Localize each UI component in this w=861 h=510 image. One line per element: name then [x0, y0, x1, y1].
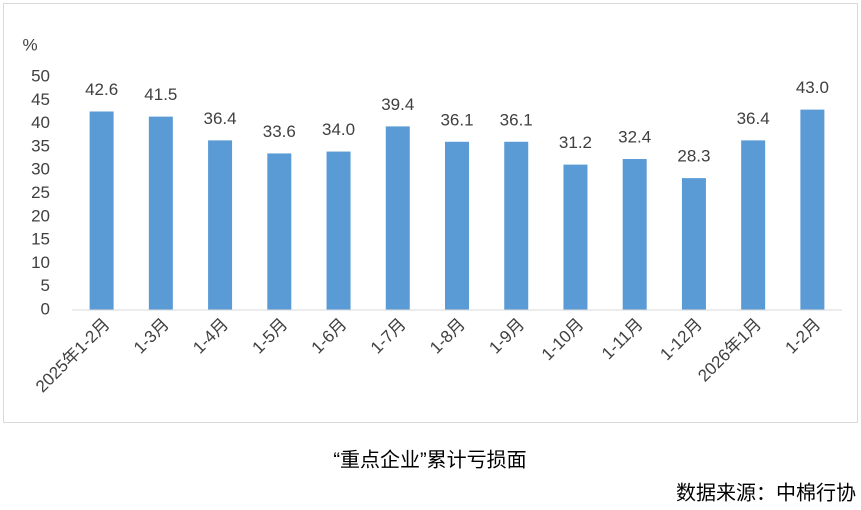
y-tick-label: 10	[31, 253, 50, 272]
bar	[326, 151, 351, 310]
data-label: 41.5	[144, 85, 177, 104]
bar	[622, 159, 647, 310]
data-label: 32.4	[618, 128, 651, 147]
data-label: 36.1	[440, 110, 473, 129]
data-label: 36.1	[500, 110, 533, 129]
bar	[208, 140, 233, 310]
y-tick-label: 45	[31, 90, 50, 109]
y-tick-label: 20	[31, 206, 50, 225]
y-tick-label: 5	[41, 276, 50, 295]
bar	[681, 178, 706, 310]
y-tick-label: 15	[31, 230, 50, 249]
chart-title: “重点企业”累计亏损面	[333, 448, 526, 471]
bar	[563, 164, 588, 310]
data-label: 33.6	[263, 122, 296, 141]
data-label: 42.6	[85, 80, 118, 99]
y-tick-label: 35	[31, 136, 50, 155]
bar	[445, 141, 469, 310]
y-tick-label: 0	[41, 299, 50, 318]
data-label: 31.2	[559, 133, 592, 152]
data-label: 36.4	[204, 109, 237, 128]
source-note: 数据来源：中棉行协	[676, 481, 856, 504]
y-tick-label: 25	[31, 183, 50, 202]
y-tick-label: 30	[31, 160, 50, 179]
bar	[148, 116, 173, 310]
data-label: 39.4	[381, 95, 414, 114]
data-label: 28.3	[677, 147, 710, 166]
bar	[741, 140, 766, 310]
chart-frame	[3, 3, 858, 423]
y-tick-label: 40	[31, 113, 50, 132]
y-tick-label: 50	[31, 66, 50, 85]
data-label: 34.0	[322, 120, 355, 139]
bar	[267, 153, 292, 310]
data-label: 43.0	[796, 78, 829, 97]
y-axis-label: %	[22, 35, 37, 54]
bar	[504, 141, 529, 310]
bar	[800, 109, 825, 311]
bar	[89, 111, 114, 310]
bar	[385, 126, 410, 311]
data-label: 36.4	[737, 109, 770, 128]
